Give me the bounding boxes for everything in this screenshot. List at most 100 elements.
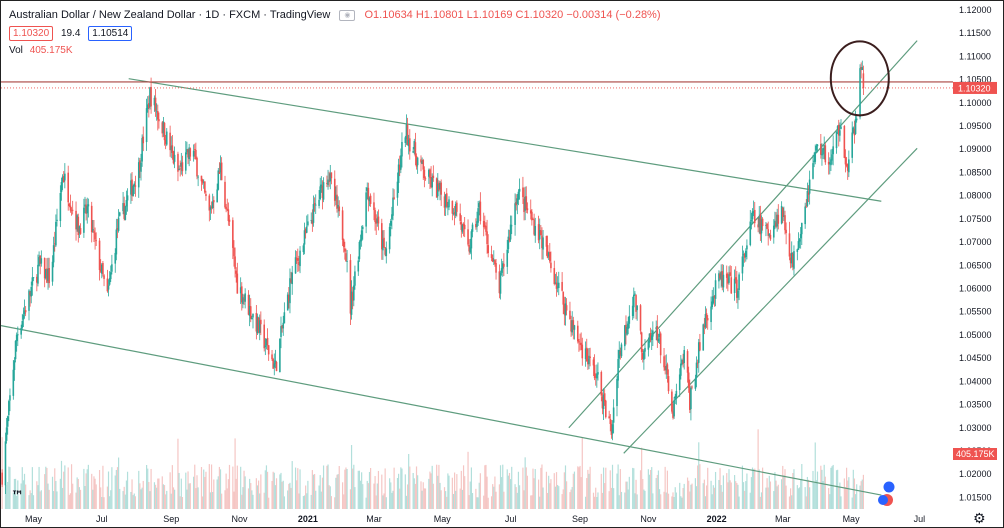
candle-body (353, 285, 355, 301)
candle-body (383, 237, 385, 248)
candle-body (588, 355, 590, 365)
candle-body (805, 205, 808, 207)
volume-bar (507, 475, 509, 509)
volume-bar (632, 467, 634, 509)
candle-body (327, 179, 329, 185)
candle-body (523, 198, 525, 213)
candle-body (200, 175, 203, 182)
candle-body (197, 176, 199, 178)
volume-bar (666, 470, 668, 509)
volume-bar (702, 483, 704, 509)
candle-body (211, 201, 214, 209)
candle-body (236, 273, 239, 294)
volume-bar (85, 473, 87, 509)
volume-bar (721, 491, 723, 509)
volume-bar (188, 483, 190, 509)
candle-body (843, 126, 846, 158)
volume-bar (530, 495, 532, 509)
candle-body (601, 396, 604, 409)
volume-bar (25, 484, 27, 509)
volume-bar (23, 473, 26, 509)
candle-body (106, 278, 109, 292)
candle-body (333, 178, 336, 201)
candle-body (179, 168, 181, 170)
candle-body (366, 187, 369, 191)
volume-bar (655, 478, 657, 509)
candle-body (624, 325, 626, 347)
volume-bar (471, 493, 474, 509)
volume-label: Vol (9, 45, 23, 56)
gear-icon[interactable]: ⚙ (973, 511, 986, 527)
volume-bar (412, 472, 414, 509)
candle-body (233, 247, 235, 257)
volume-bar (250, 483, 252, 509)
candle-body (831, 154, 833, 161)
volume-bar (259, 493, 261, 509)
volume-bar (797, 488, 800, 509)
candle-body (565, 305, 568, 311)
symbol-title[interactable]: Australian Dollar / New Zealand Dollar ·… (9, 9, 331, 21)
volume-bar (798, 487, 801, 509)
volume-bar (829, 494, 831, 509)
volume-bar (287, 490, 289, 509)
candle-body (180, 162, 183, 167)
volume-bar (335, 477, 337, 509)
volume-bar (297, 468, 299, 509)
volume-bar (357, 470, 359, 509)
volume-bar (256, 485, 259, 509)
volume-bar (777, 484, 779, 509)
volume-bar (366, 480, 368, 509)
volume-bar (767, 487, 769, 509)
volume-bar (546, 492, 549, 509)
volume-bar (179, 496, 181, 509)
volume-bar (532, 468, 534, 509)
candle-body (314, 204, 317, 206)
volume-bar (123, 486, 125, 509)
candle-body (413, 141, 416, 150)
volume-bar (730, 482, 732, 509)
candle-body (90, 205, 93, 233)
candle-body (628, 315, 631, 324)
candle-body (398, 165, 401, 171)
volume-bar (423, 488, 425, 509)
volume-bar (745, 481, 747, 509)
candle-body (369, 195, 372, 204)
volume-bar (751, 467, 754, 509)
candle-body (777, 214, 780, 224)
volume-bar (38, 466, 40, 509)
buy-button[interactable]: 1.10514 (88, 26, 133, 41)
volume-bar (596, 497, 598, 509)
candle-body (714, 280, 717, 299)
sell-button[interactable]: 1.10320 (9, 26, 54, 41)
volume-bar (600, 473, 602, 509)
volume-bar (282, 480, 284, 509)
candle-body (824, 145, 827, 163)
y-tick-label: 1.02000 (959, 469, 992, 479)
volume-bar (847, 480, 849, 509)
candle-body (181, 162, 184, 172)
volume-bar (209, 492, 212, 509)
tradingview-logo-icon[interactable]: ™ (11, 489, 24, 504)
volume-bar (585, 496, 587, 509)
candle-body (247, 294, 250, 315)
volume-bar (32, 495, 35, 509)
volume-bar (420, 481, 422, 509)
volume-bar (72, 483, 74, 509)
volume-bar (553, 473, 555, 509)
volume-bar (605, 467, 607, 509)
volume-bar (719, 468, 721, 509)
price-axis: 1.12000 1.11500 1.11000 1.10500 1.10000 1.095… (959, 5, 992, 502)
candle-body (349, 260, 352, 314)
volume-bar (734, 475, 736, 509)
volume-bar (384, 468, 386, 509)
volume-bar (283, 496, 285, 509)
volume-bar (462, 465, 465, 509)
candle-body (687, 372, 690, 388)
candle-body (303, 230, 306, 245)
candle-body (659, 333, 662, 356)
candle-body (836, 126, 839, 130)
candle-body (76, 215, 78, 230)
volume-bar (586, 478, 588, 509)
eye-icon[interactable]: ◉ (339, 9, 356, 21)
